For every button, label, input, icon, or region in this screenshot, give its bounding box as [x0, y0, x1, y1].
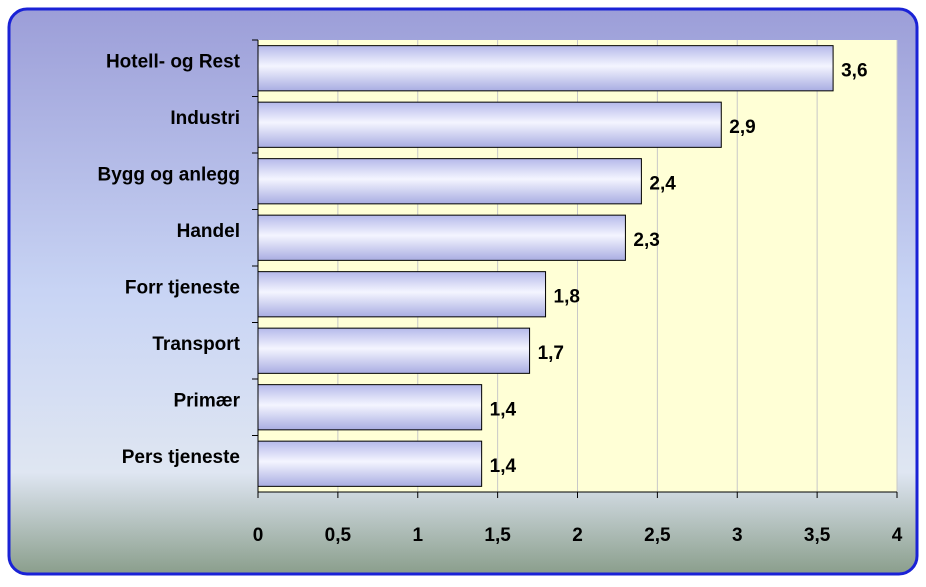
bar — [257, 384, 483, 431]
value-label: 1,4 — [490, 456, 517, 477]
bar — [257, 271, 547, 318]
y-tick-label: Handel — [177, 221, 240, 242]
y-tick-label: Bygg og anlegg — [98, 164, 241, 185]
x-tick-label: 0 — [253, 525, 264, 546]
x-tick-label: 1 — [412, 525, 423, 546]
x-tick-label: 1,5 — [484, 525, 511, 546]
y-tick-label: Hotell- og Rest — [106, 51, 241, 72]
bar — [257, 101, 722, 148]
x-tick-label: 0,5 — [325, 525, 352, 546]
value-label: 2,9 — [729, 117, 755, 138]
bar — [257, 158, 642, 205]
value-label: 3,6 — [841, 60, 867, 81]
x-tick-label: 2 — [572, 525, 583, 546]
y-tick-label: Pers tjeneste — [122, 447, 240, 468]
x-tick-label: 3,5 — [804, 525, 831, 546]
value-label: 2,3 — [633, 230, 659, 251]
value-label: 1,8 — [554, 286, 580, 307]
value-label: 1,7 — [538, 343, 564, 364]
x-tick-label: 3 — [732, 525, 743, 546]
value-label: 2,4 — [649, 173, 676, 194]
bar — [257, 327, 531, 374]
y-tick-label: Transport — [152, 334, 240, 355]
bar — [257, 45, 834, 92]
y-tick-label: Forr tjeneste — [125, 277, 240, 298]
x-tick-label: 4 — [892, 525, 903, 546]
x-tick-label: 2,5 — [644, 525, 671, 546]
bar — [257, 214, 626, 261]
bar — [257, 440, 483, 487]
value-label: 1,4 — [490, 399, 517, 420]
y-tick-label: Primær — [173, 390, 240, 411]
y-tick-label: Industri — [170, 108, 240, 129]
